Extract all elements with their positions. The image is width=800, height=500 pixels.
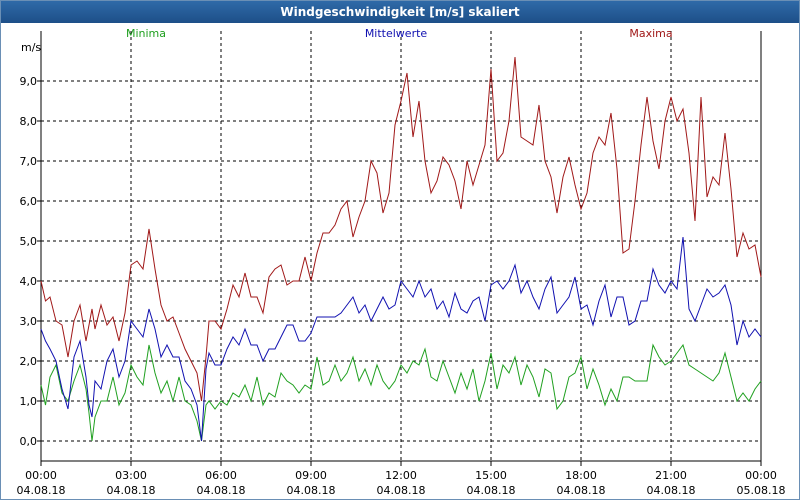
y-tick-label: 0,0 bbox=[20, 435, 38, 448]
x-tick-date-label: 04.08.18 bbox=[107, 484, 156, 497]
legend-minima: Minima bbox=[126, 27, 166, 40]
axes bbox=[37, 31, 762, 466]
x-tick-date-label: 04.08.18 bbox=[197, 484, 246, 497]
y-tick-label: 1,0 bbox=[20, 395, 38, 408]
series-line-minima bbox=[40, 343, 762, 442]
x-tick-time-label: 00:00 bbox=[25, 469, 57, 482]
x-tick-date-label: 04.08.18 bbox=[467, 484, 516, 497]
x-tick-date-label: 04.08.18 bbox=[557, 484, 606, 497]
x-tick-time-label: 21:00 bbox=[655, 469, 687, 482]
x-tick-date-label: 04.08.18 bbox=[377, 484, 426, 497]
grid bbox=[41, 31, 761, 461]
y-tick-label: 6,0 bbox=[20, 195, 38, 208]
x-tick-time-label: 00:00 bbox=[745, 469, 777, 482]
series-lines bbox=[40, 56, 762, 442]
y-tick-label: 5,0 bbox=[20, 235, 38, 248]
x-tick-date-label: 04.08.18 bbox=[287, 484, 336, 497]
x-tick-time-label: 09:00 bbox=[295, 469, 327, 482]
y-axis-label: m/s bbox=[21, 41, 41, 54]
wind-speed-chart: 0,0 1,0 2,0 3,0 4,0 5,0 6,0 7,0 8,0 9,0 00:00 04.08… bbox=[17, 27, 786, 497]
y-tick-label: 2,0 bbox=[20, 355, 38, 368]
x-tick-time-label: 12:00 bbox=[385, 469, 417, 482]
series-line-mittelwerte bbox=[40, 236, 762, 442]
legend-mittelwerte: Mittelwerte bbox=[365, 27, 428, 40]
x-tick-time-label: 18:00 bbox=[565, 469, 597, 482]
x-tick-date-label: 04.08.18 bbox=[17, 484, 66, 497]
x-tick-time-label: 03:00 bbox=[115, 469, 147, 482]
x-tick-date-label: 05.08.18 bbox=[737, 484, 786, 497]
y-tick-label: 8,0 bbox=[20, 115, 38, 128]
y-tick-label: 7,0 bbox=[20, 155, 38, 168]
legend-maxima: Maxima bbox=[629, 27, 672, 40]
y-tick-label: 4,0 bbox=[20, 275, 38, 288]
tick-labels: 0,0 1,0 2,0 3,0 4,0 5,0 6,0 7,0 8,0 9,0 00:00 04.08… bbox=[17, 27, 786, 497]
y-tick-label: 9,0 bbox=[20, 75, 38, 88]
x-tick-date-label: 04.08.18 bbox=[647, 484, 696, 497]
window-title: Windgeschwindigkeit [m/s] skaliert bbox=[1, 1, 799, 23]
x-tick-time-label: 06:00 bbox=[205, 469, 237, 482]
y-tick-label: 3,0 bbox=[20, 315, 38, 328]
series-line-maxima bbox=[40, 56, 762, 402]
x-tick-time-label: 15:00 bbox=[475, 469, 507, 482]
